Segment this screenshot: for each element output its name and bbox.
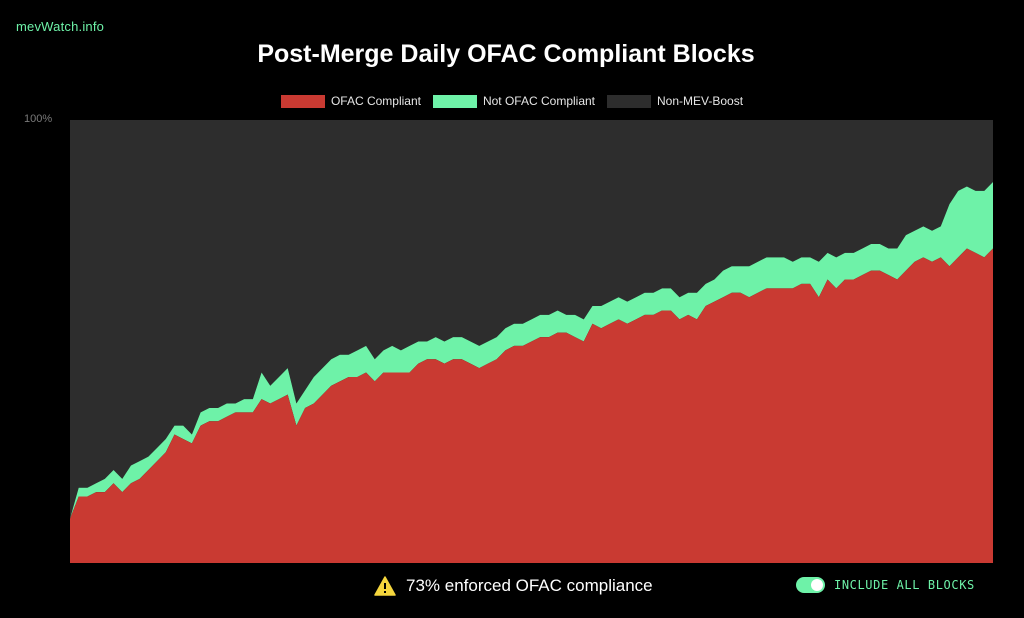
legend-swatch-not-ofac-compliant (432, 94, 477, 108)
include-all-blocks-control[interactable]: INCLUDE ALL BLOCKS (796, 577, 975, 593)
y-axis-tick-label: 100% (24, 113, 53, 125)
area-series-ofac-compliant (70, 248, 993, 563)
legend-item-non-mev-boost[interactable]: Non-MEV-Boost (607, 94, 743, 108)
legend-swatch-non-mev-boost (607, 94, 652, 108)
warning-icon (374, 576, 396, 596)
chart-legend: OFAC Compliant Not OFAC Compliant Non-ME… (0, 94, 1024, 108)
compliance-note-text: 73% enforced OFAC compliance (406, 576, 653, 595)
legend-swatch-ofac-compliant (280, 94, 325, 108)
legend-item-ofac-compliant[interactable]: OFAC Compliant (280, 94, 421, 108)
legend-label-ofac-compliant: OFAC Compliant (330, 94, 421, 108)
chart-title: Post-Merge Daily OFAC Compliant Blocks (257, 40, 755, 68)
include-all-blocks-label[interactable]: INCLUDE ALL BLOCKS (834, 578, 975, 592)
toggle-knob (811, 579, 823, 591)
stacked-area-plot (70, 120, 993, 563)
legend-item-not-ofac-compliant[interactable]: Not OFAC Compliant (432, 94, 596, 108)
compliance-note: 73% enforced OFAC compliance (374, 575, 653, 597)
legend-label-non-mev-boost: Non-MEV-Boost (657, 94, 744, 108)
site-name[interactable]: mevWatch.info (16, 19, 105, 34)
area-series-not-ofac-compliant (70, 182, 993, 519)
legend-label-not-ofac-compliant: Not OFAC Compliant (482, 94, 596, 108)
stacked-area-svg (70, 120, 993, 563)
include-all-blocks-toggle[interactable] (796, 577, 825, 593)
